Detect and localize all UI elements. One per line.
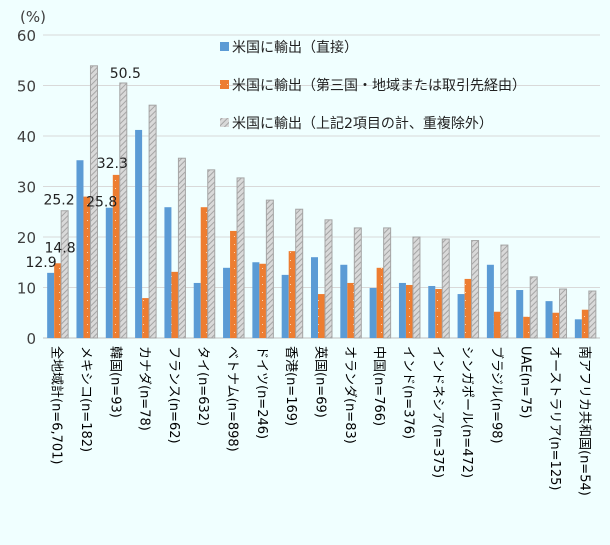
bar bbox=[193, 282, 201, 338]
bar bbox=[428, 285, 436, 338]
bar bbox=[324, 219, 333, 339]
y-tick-label: 40 bbox=[17, 128, 36, 146]
bar bbox=[236, 177, 245, 339]
x-category-label: ドイツ(n=246) bbox=[254, 346, 269, 439]
x-category-label: インドネシア(n=375) bbox=[430, 346, 445, 478]
bar bbox=[588, 290, 597, 339]
y-tick-label: 50 bbox=[17, 78, 36, 96]
x-category-label: ベトナム(n=898) bbox=[225, 346, 240, 452]
legend-swatch bbox=[220, 118, 229, 127]
bar bbox=[164, 207, 172, 338]
bar bbox=[54, 263, 62, 338]
y-tick-label: 10 bbox=[17, 280, 36, 298]
bar bbox=[148, 104, 157, 339]
bar bbox=[89, 65, 98, 339]
unit-label: (%) bbox=[20, 8, 46, 26]
x-category-label: シンガポール(n=472) bbox=[459, 346, 474, 478]
bar bbox=[405, 284, 413, 338]
data-label: 25.2 bbox=[43, 193, 74, 209]
legend-swatch bbox=[220, 42, 229, 51]
x-category-label: 中国(n=766) bbox=[371, 346, 386, 426]
data-label: 14.8 bbox=[44, 240, 75, 256]
bar bbox=[105, 207, 113, 338]
y-tick-label: 0 bbox=[26, 330, 36, 348]
bar bbox=[516, 290, 524, 338]
bar bbox=[311, 257, 318, 338]
legend-entry: 米国に輸出（上記2項目の計、重複除外） bbox=[232, 115, 493, 132]
bar bbox=[441, 238, 450, 339]
bar bbox=[574, 319, 582, 338]
x-category-label: 英国(n=69) bbox=[313, 346, 328, 418]
bar bbox=[353, 227, 362, 339]
bar bbox=[47, 272, 55, 338]
x-category-label: インド(n=376) bbox=[400, 346, 415, 439]
bar bbox=[288, 251, 296, 338]
bar bbox=[171, 271, 179, 338]
bar bbox=[142, 298, 150, 338]
bar bbox=[265, 199, 274, 339]
bar bbox=[435, 289, 443, 338]
bar bbox=[207, 169, 216, 339]
legend-entry: 米国に輸出（第三国・地域または取引先経由） bbox=[232, 77, 526, 94]
bar bbox=[83, 196, 91, 338]
data-label: 25.8 bbox=[86, 195, 117, 211]
bar bbox=[500, 244, 509, 339]
bar bbox=[545, 301, 553, 338]
x-category-label: 全地域計(n=6,701) bbox=[49, 346, 65, 465]
bar bbox=[376, 267, 384, 338]
bar bbox=[493, 311, 501, 338]
bar bbox=[112, 174, 120, 338]
bar bbox=[457, 294, 465, 338]
bar bbox=[552, 312, 560, 338]
bar bbox=[200, 207, 208, 338]
bar bbox=[581, 309, 589, 338]
bar bbox=[259, 263, 267, 338]
bar bbox=[177, 157, 186, 339]
x-category-label: タイ(n=632) bbox=[195, 346, 210, 426]
bar bbox=[523, 316, 531, 338]
bar bbox=[340, 264, 348, 338]
bar bbox=[347, 282, 355, 338]
data-label: 12.9 bbox=[25, 255, 56, 271]
x-category-label: 南アフリカ共和国(n=54) bbox=[576, 346, 592, 496]
bar bbox=[412, 236, 421, 339]
bar bbox=[281, 274, 289, 338]
legend-entry: 米国に輸出（直接） bbox=[232, 39, 358, 56]
x-category-label: フランス(n=62) bbox=[166, 346, 181, 444]
bar bbox=[471, 240, 480, 339]
bar bbox=[318, 294, 325, 338]
bar bbox=[252, 262, 260, 338]
x-category-label: ブラジル(n=98) bbox=[488, 346, 504, 444]
bar bbox=[230, 230, 238, 338]
bar bbox=[295, 208, 304, 339]
bar bbox=[60, 210, 69, 339]
x-category-label: UAE(n=75) bbox=[518, 346, 533, 418]
bar bbox=[529, 276, 538, 339]
y-tick-label: 30 bbox=[17, 179, 36, 197]
y-tick-label: 20 bbox=[17, 229, 36, 247]
x-category-label: オランダ(n=83) bbox=[342, 346, 357, 444]
bar bbox=[383, 227, 392, 339]
data-label: 50.5 bbox=[110, 66, 141, 82]
x-category-label: オーストラリア(n=125) bbox=[547, 346, 562, 490]
bar bbox=[223, 267, 231, 338]
y-tick-label: 60 bbox=[17, 27, 36, 45]
data-label: 32.3 bbox=[97, 156, 128, 172]
x-category-label: 韓国(n=93) bbox=[107, 346, 122, 418]
bar bbox=[135, 129, 143, 338]
bar bbox=[486, 264, 494, 338]
bar bbox=[369, 288, 377, 338]
legend-swatch bbox=[220, 80, 229, 89]
bar bbox=[464, 278, 472, 338]
bar bbox=[559, 288, 568, 339]
bar bbox=[76, 160, 84, 338]
x-category-label: 香港(n=169) bbox=[283, 346, 298, 426]
x-category-label: メキシコ(n=182) bbox=[78, 346, 93, 452]
bar bbox=[398, 282, 406, 338]
bar bbox=[119, 82, 128, 339]
x-category-label: カナダ(n=78) bbox=[137, 346, 152, 431]
